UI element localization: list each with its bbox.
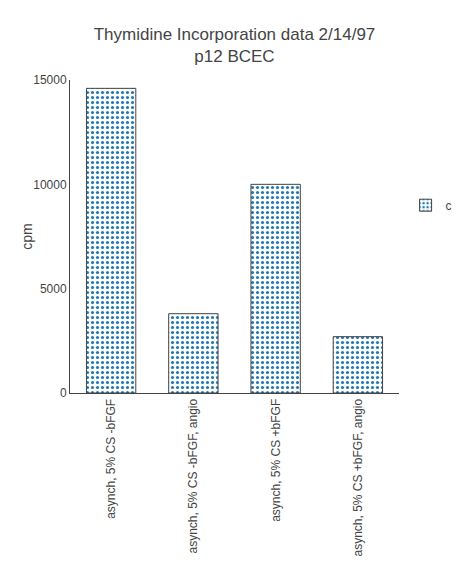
svg-text:asynch, 5% CS -bFGF: asynch, 5% CS -bFGF xyxy=(104,399,118,519)
svg-text:15000: 15000 xyxy=(33,73,67,87)
svg-text:asynch, 5% CS +bFGF, angio: asynch, 5% CS +bFGF, angio xyxy=(351,398,365,556)
svg-text:0: 0 xyxy=(60,386,67,400)
svg-text:10000: 10000 xyxy=(33,178,67,192)
svg-text:cpm: cpm xyxy=(19,223,35,249)
svg-text:5000: 5000 xyxy=(40,282,67,296)
svg-text:Thymidine Incorporation data 2: Thymidine Incorporation data 2/14/97p12 … xyxy=(94,25,376,66)
svg-text:c: c xyxy=(446,199,452,213)
svg-text:asynch, 5% CS -bFGF, angio: asynch, 5% CS -bFGF, angio xyxy=(186,398,200,553)
svg-text:asynch, 5% CS +bFGF: asynch, 5% CS +bFGF xyxy=(269,399,283,522)
